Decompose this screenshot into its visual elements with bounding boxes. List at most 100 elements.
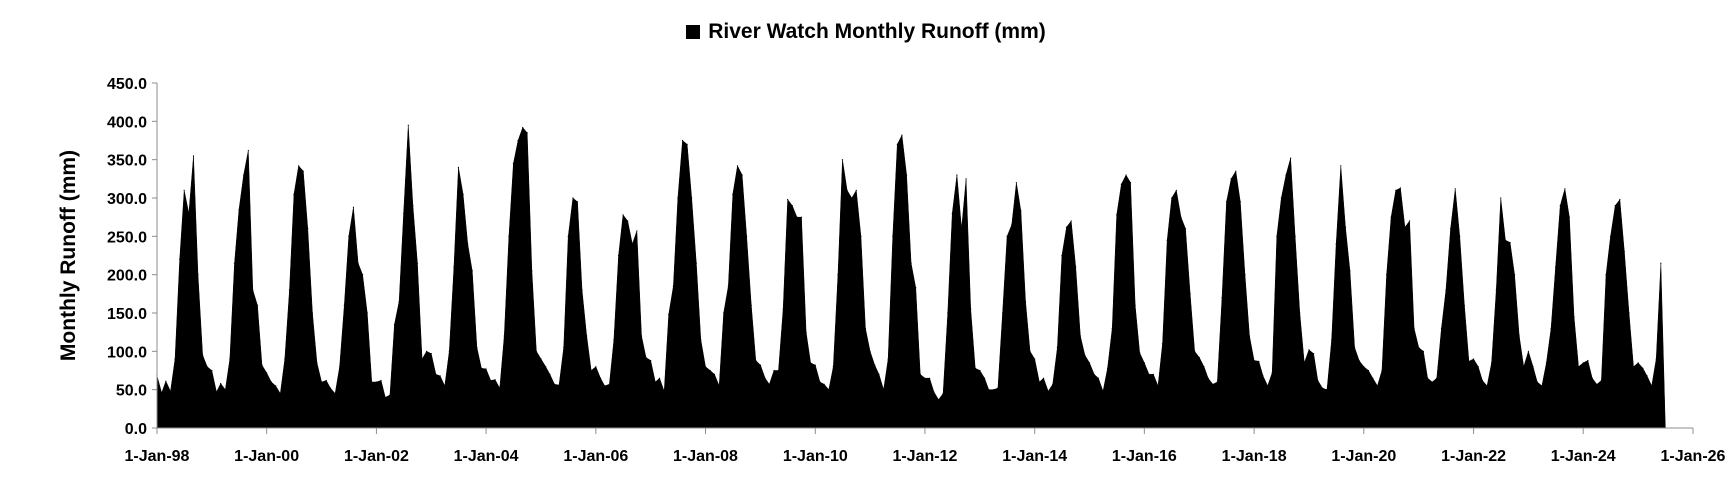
data-point xyxy=(1486,385,1488,387)
data-point xyxy=(1143,362,1145,364)
data-point xyxy=(709,369,711,372)
data-point xyxy=(1034,358,1036,360)
data-point xyxy=(933,391,935,393)
data-point xyxy=(1148,373,1150,375)
data-point xyxy=(1125,174,1127,176)
data-point xyxy=(279,392,281,395)
series-points xyxy=(156,124,1666,429)
data-point xyxy=(874,364,876,366)
data-point xyxy=(1477,366,1479,368)
data-point xyxy=(604,385,606,387)
data-point xyxy=(1294,235,1296,237)
data-point xyxy=(828,389,830,391)
data-point xyxy=(832,366,834,368)
data-point xyxy=(681,139,684,142)
data-point xyxy=(311,312,314,314)
data-point xyxy=(1568,216,1570,218)
data-point xyxy=(691,197,693,199)
data-point xyxy=(896,143,898,145)
data-point xyxy=(298,165,300,167)
data-point xyxy=(1431,381,1433,383)
data-point xyxy=(704,366,707,368)
y-axis-title: Monthly Runoff (mm) xyxy=(57,150,80,361)
data-point xyxy=(467,243,469,245)
data-point xyxy=(1468,360,1470,362)
data-point xyxy=(1024,300,1027,303)
data-point xyxy=(1221,297,1223,299)
data-point xyxy=(288,289,291,291)
data-point xyxy=(1395,189,1397,191)
data-point xyxy=(480,367,483,369)
data-point xyxy=(1111,327,1113,329)
data-point xyxy=(1623,251,1625,253)
data-point xyxy=(161,392,163,394)
data-point xyxy=(942,392,944,395)
data-point xyxy=(224,389,226,391)
data-point xyxy=(956,174,958,176)
data-point xyxy=(764,377,766,379)
data-point xyxy=(357,262,359,264)
data-point xyxy=(650,359,652,362)
data-point xyxy=(1235,170,1237,172)
data-point xyxy=(951,212,953,214)
data-point xyxy=(988,389,990,391)
data-point xyxy=(700,339,702,341)
data-point xyxy=(1308,349,1310,351)
data-point xyxy=(1317,379,1319,382)
data-point xyxy=(608,383,610,385)
data-point xyxy=(1527,350,1529,352)
data-point xyxy=(1258,360,1260,362)
data-point xyxy=(599,377,602,379)
y-tick-label: 450.0 xyxy=(107,76,147,93)
data-point xyxy=(1399,187,1402,189)
data-point xyxy=(453,266,455,268)
data-point xyxy=(777,369,780,372)
data-point xyxy=(1061,254,1063,257)
data-point xyxy=(531,270,533,272)
data-point xyxy=(1321,387,1324,389)
data-point xyxy=(220,382,222,385)
data-point xyxy=(339,366,341,368)
data-point xyxy=(165,380,167,382)
data-point xyxy=(1244,274,1246,276)
data-point xyxy=(1651,385,1653,387)
data-point xyxy=(567,235,569,237)
data-point xyxy=(540,358,542,360)
data-point xyxy=(924,377,926,379)
data-point xyxy=(841,159,844,161)
x-tick-label: 1-Jan-18 xyxy=(1222,448,1287,465)
data-point xyxy=(755,359,757,362)
data-point xyxy=(1596,383,1598,385)
data-point xyxy=(1354,346,1356,349)
data-point xyxy=(375,381,378,383)
data-point xyxy=(654,381,656,383)
data-point xyxy=(947,312,949,314)
data-point xyxy=(1591,377,1593,379)
y-tick-label: 200.0 xyxy=(107,268,147,285)
data-point xyxy=(206,366,208,368)
data-point xyxy=(1463,304,1466,306)
data-point xyxy=(1134,304,1136,306)
data-point xyxy=(430,353,432,355)
data-point xyxy=(1120,183,1122,185)
data-point xyxy=(1303,362,1305,364)
data-point xyxy=(389,394,391,396)
data-point xyxy=(695,262,697,264)
data-point xyxy=(393,323,396,326)
data-point xyxy=(1070,220,1072,222)
data-point xyxy=(1065,226,1068,228)
data-point xyxy=(965,178,967,180)
data-point xyxy=(1198,356,1200,359)
data-point xyxy=(238,208,240,211)
data-point xyxy=(1559,205,1561,207)
data-point xyxy=(174,358,176,360)
data-point xyxy=(325,379,327,382)
data-point xyxy=(192,155,195,157)
data-point xyxy=(247,149,249,152)
data-point xyxy=(471,270,473,272)
data-point xyxy=(1326,389,1328,391)
data-point xyxy=(1313,353,1315,355)
data-point xyxy=(1180,216,1182,218)
data-point xyxy=(1509,241,1511,244)
data-point xyxy=(796,216,798,218)
